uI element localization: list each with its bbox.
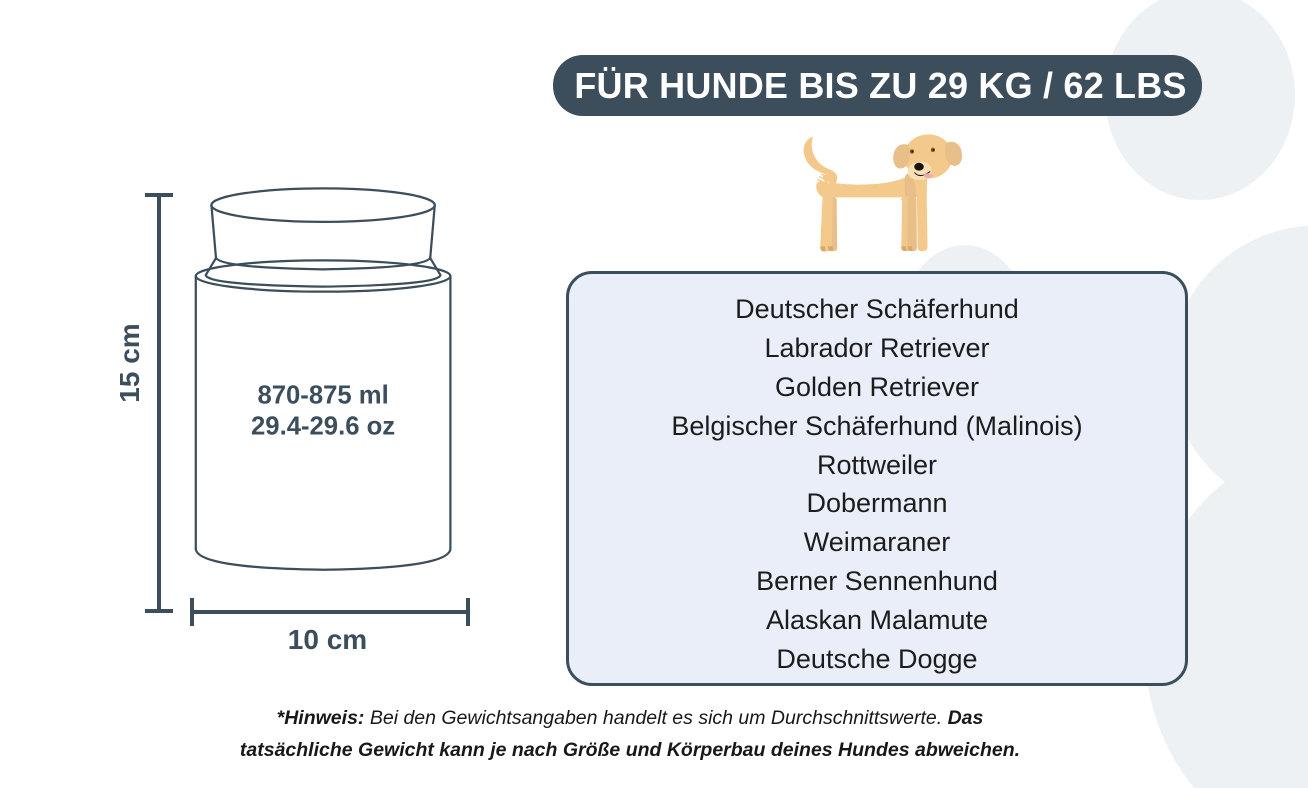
svg-text:870-875 ml: 870-875 ml	[257, 381, 388, 409]
svg-text:29.4-29.6 oz: 29.4-29.6 oz	[251, 413, 395, 441]
